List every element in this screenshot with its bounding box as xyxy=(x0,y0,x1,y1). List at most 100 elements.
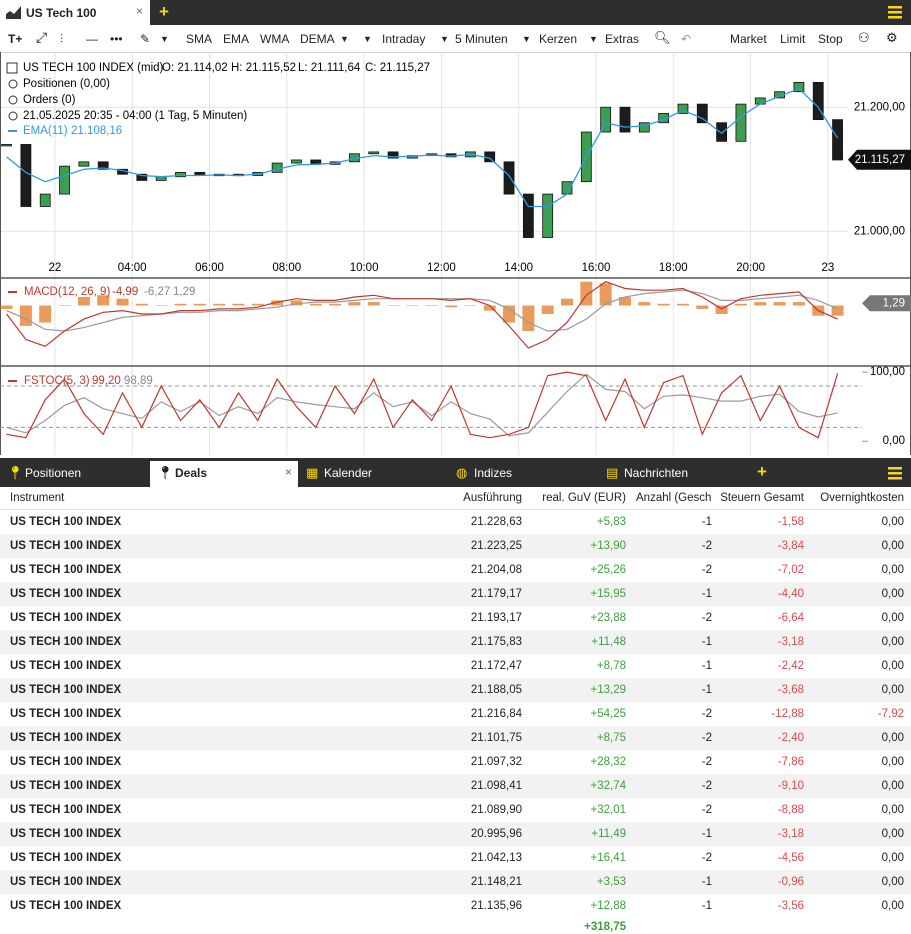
tab-icon[interactable]: ◍ xyxy=(456,465,468,480)
table-row[interactable] xyxy=(0,678,911,702)
table-cell: -1 xyxy=(701,684,712,696)
tool-icon[interactable]: ••• xyxy=(110,32,123,46)
tab-icon[interactable]: ▦ xyxy=(306,465,319,480)
table-row[interactable] xyxy=(0,558,911,582)
tool-icon[interactable]: ⫶ xyxy=(60,32,64,46)
bottom-tab[interactable]: Nachrichten xyxy=(624,466,689,480)
table-cell: 0,00 xyxy=(881,684,904,696)
add-tab[interactable]: + xyxy=(159,2,169,21)
tab-icon[interactable]: ▤ xyxy=(606,465,619,480)
candle xyxy=(677,103,689,114)
tab-close[interactable]: × xyxy=(285,465,293,479)
table-cell: US TECH 100 INDEX xyxy=(10,876,122,888)
histogram-bar xyxy=(503,305,516,323)
table-row[interactable] xyxy=(0,822,911,846)
table-row[interactable] xyxy=(0,510,911,534)
tab-title: US Tech 100 xyxy=(26,6,97,20)
column-header[interactable]: Ausführung xyxy=(463,492,522,504)
table-cell: +5,83 xyxy=(596,516,626,528)
toolbar-item[interactable]: EMA xyxy=(223,32,250,46)
dropdown-arrow[interactable]: ▼ xyxy=(522,34,531,44)
toolbar-item[interactable]: Stop xyxy=(818,32,843,46)
undo-icon[interactable]: ↶ xyxy=(681,32,692,46)
toolbar-item[interactable]: WMA xyxy=(260,32,290,46)
chart-tab[interactable]: US Tech 100 × xyxy=(0,0,150,25)
table-row[interactable] xyxy=(0,774,911,798)
bottom-tab[interactable]: Positionen xyxy=(25,466,82,480)
histogram-bar xyxy=(174,303,187,306)
table-row[interactable] xyxy=(0,894,911,918)
column-header[interactable]: Overnightkosten xyxy=(820,492,904,504)
info-icon xyxy=(8,95,18,105)
column-header[interactable]: Steuern Gesamt xyxy=(720,492,804,504)
stoch-k-line xyxy=(6,371,839,439)
toolbar-item[interactable]: Market xyxy=(730,32,767,46)
table-row[interactable] xyxy=(0,870,911,894)
candle xyxy=(619,106,631,133)
table-row[interactable] xyxy=(0,534,911,558)
table-cell: US TECH 100 INDEX xyxy=(10,588,122,600)
info-text: 21.05.2025 20:35 - 04:00 (1 Tag, 5 Minut… xyxy=(23,110,247,122)
candle xyxy=(600,106,612,133)
bottom-tab[interactable]: Kalender xyxy=(324,466,373,480)
table-cell: -2 xyxy=(701,804,712,816)
table-cell: 21.148,21 xyxy=(470,876,522,888)
dropdown-arrow[interactable]: ▼ xyxy=(589,34,598,44)
tool-icon[interactable]: ⤢ xyxy=(36,29,48,45)
toolbar-item[interactable]: Extras xyxy=(605,32,640,46)
tab-icon[interactable]: 📍︎ xyxy=(7,465,24,480)
tab-icon[interactable]: 📍︎ xyxy=(157,465,174,480)
table-cell: 21.216,84 xyxy=(470,708,522,720)
table-row[interactable] xyxy=(0,750,911,774)
table-cell: -2,42 xyxy=(777,660,804,672)
table-row[interactable] xyxy=(0,654,911,678)
column-header[interactable]: real. GuV (EUR) xyxy=(542,492,626,504)
zoom-icon[interactable]: 🔍︎ xyxy=(654,30,671,45)
info-text: Positionen (0,00) xyxy=(23,78,110,90)
table-cell: 0,00 xyxy=(881,636,904,648)
table-row[interactable] xyxy=(0,846,911,870)
histogram-bar xyxy=(445,305,458,308)
toolbar-item[interactable]: 5 Minuten xyxy=(455,32,508,46)
table-row[interactable] xyxy=(0,630,911,654)
tool-icon[interactable]: — xyxy=(86,32,98,46)
toolbar-item[interactable]: SMA xyxy=(186,32,213,46)
table-cell: -12,88 xyxy=(771,708,804,720)
column-header[interactable]: Anzahl (Geschl xyxy=(636,492,712,504)
table-row[interactable] xyxy=(0,606,911,630)
table-row[interactable] xyxy=(0,702,911,726)
menu-icon[interactable] xyxy=(888,466,902,480)
table-cell: -2 xyxy=(701,852,712,864)
toolbar-item[interactable]: T+ xyxy=(8,32,23,46)
histogram-bar xyxy=(116,298,129,306)
table-cell: +23,88 xyxy=(590,612,627,624)
dropdown-arrow[interactable]: ▼ xyxy=(160,34,169,44)
table-cell: US TECH 100 INDEX xyxy=(10,684,122,696)
table-row[interactable] xyxy=(0,798,911,822)
table-row[interactable] xyxy=(0,726,911,750)
toolbar-item[interactable]: Limit xyxy=(780,32,806,46)
macd-line xyxy=(6,281,838,349)
tool-icon[interactable]: ⚇ xyxy=(858,30,870,45)
tool-icon[interactable]: ✎ xyxy=(140,32,151,46)
candle xyxy=(832,119,843,161)
table-cell: +8,75 xyxy=(596,732,626,744)
add-tab[interactable]: + xyxy=(757,462,767,481)
table-cell: -7,92 xyxy=(877,708,904,720)
table-row[interactable] xyxy=(0,582,911,606)
toolbar-item[interactable]: Intraday xyxy=(382,32,426,46)
table-cell: +11,49 xyxy=(591,828,626,840)
toolbar-item[interactable]: Kerzen xyxy=(539,32,578,46)
toolbar-item[interactable]: DEMA xyxy=(300,32,335,46)
tab-close[interactable]: × xyxy=(136,4,144,18)
bottom-tab[interactable]: Indizes xyxy=(474,466,513,480)
tool-icon[interactable]: ⚙ xyxy=(886,30,898,45)
menu-icon[interactable] xyxy=(888,5,902,19)
bottom-tab[interactable]: Deals xyxy=(175,466,208,480)
dropdown-arrow[interactable]: ▼ xyxy=(340,34,349,44)
column-header[interactable]: Instrument xyxy=(10,492,65,504)
histogram-bar xyxy=(193,303,206,306)
dropdown-arrow[interactable]: ▼ xyxy=(363,34,372,44)
dropdown-arrow[interactable]: ▼ xyxy=(440,34,449,44)
